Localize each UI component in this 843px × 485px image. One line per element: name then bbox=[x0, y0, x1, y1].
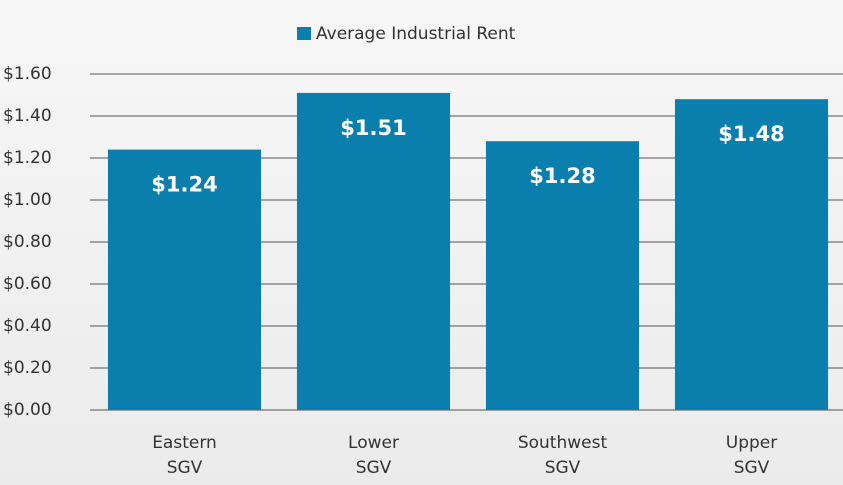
x-tick-label: Lower SGV bbox=[348, 433, 399, 478]
bar bbox=[485, 141, 640, 410]
bar bbox=[107, 149, 262, 410]
data-label: $1.28 bbox=[529, 164, 595, 188]
y-tick-label: $1.40 bbox=[3, 106, 52, 126]
y-tick-label: $1.60 bbox=[3, 64, 52, 84]
y-tick-label: $0.80 bbox=[3, 232, 52, 252]
legend-swatch bbox=[297, 27, 311, 40]
bar bbox=[674, 99, 829, 410]
legend-label: Average Industrial Rent bbox=[316, 24, 516, 44]
data-label: $1.24 bbox=[151, 173, 217, 197]
bar bbox=[296, 92, 451, 411]
y-tick-label: $1.00 bbox=[3, 190, 52, 210]
x-tick-label: Eastern SGV bbox=[152, 433, 217, 478]
data-label: $1.48 bbox=[718, 122, 784, 146]
y-tick-label: $1.20 bbox=[3, 148, 52, 168]
y-tick-label: $0.00 bbox=[3, 400, 52, 420]
x-tick-label: Southwest SGV bbox=[518, 433, 608, 478]
y-tick-label: $0.40 bbox=[3, 316, 52, 336]
data-label: $1.51 bbox=[340, 116, 406, 140]
y-tick-label: $0.60 bbox=[3, 274, 52, 294]
x-tick-label: Upper SGV bbox=[726, 433, 777, 478]
y-tick-label: $0.20 bbox=[3, 358, 52, 378]
